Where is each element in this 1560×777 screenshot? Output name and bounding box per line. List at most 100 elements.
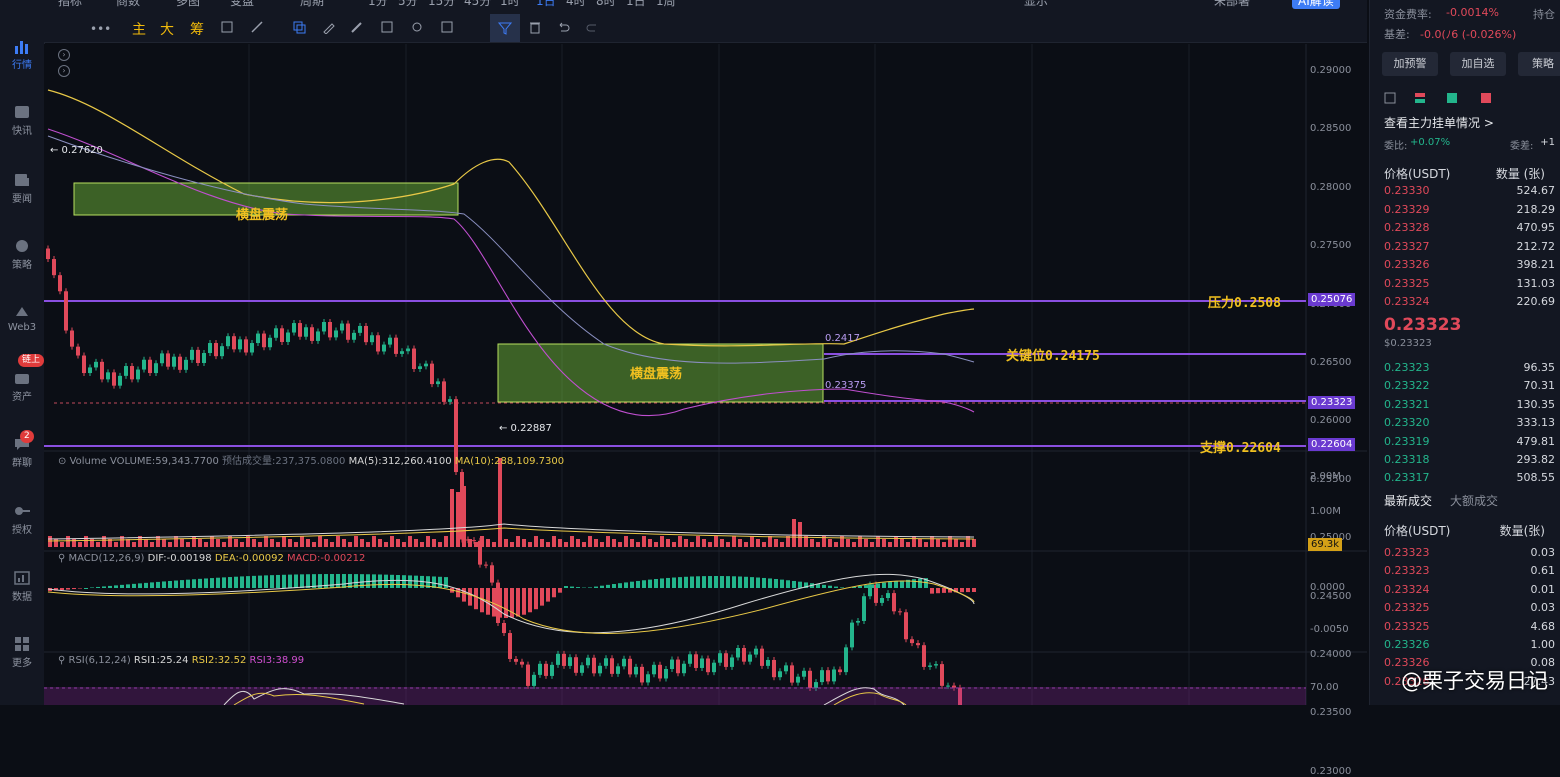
volume-toggle-icon[interactable]: ⊙	[58, 456, 66, 467]
funding-value: -0.0014%	[1446, 6, 1499, 19]
collapse-icon[interactable]: ›	[58, 49, 70, 61]
depth-asks-icon[interactable]	[1480, 92, 1492, 104]
volume-bar	[786, 536, 790, 547]
volume-bar	[882, 539, 886, 547]
toolbar-1m[interactable]: 1分	[368, 0, 388, 9]
save-icon[interactable]	[440, 20, 454, 34]
toolbar-template[interactable]: 变盘	[230, 0, 254, 9]
trades-col-qty[interactable]: 数量(张)	[1500, 522, 1545, 539]
add-watchlist-button[interactable]: 加自选	[1450, 52, 1506, 76]
more-icon[interactable]: •••	[90, 22, 104, 36]
toolbar-undeployed[interactable]: 未部署	[1214, 0, 1250, 9]
rsi-bell-icon[interactable]: ⚲	[58, 655, 65, 666]
ruler-icon[interactable]	[250, 20, 264, 34]
settings-icon[interactable]	[410, 20, 424, 34]
chart-area[interactable]: 0.290000.285000.280000.275000.270000.265…	[44, 44, 1367, 705]
edit-icon[interactable]	[380, 20, 394, 34]
toolbar-multichart[interactable]: 多图	[176, 0, 200, 9]
bid-qty: 96.35	[1524, 361, 1556, 374]
candle-body	[88, 367, 92, 373]
sidebar-item-flash[interactable]: 快讯	[0, 104, 44, 137]
trade-price: 0.23323	[1384, 546, 1430, 559]
ai-interpret-button[interactable]: AI解读	[1292, 0, 1340, 9]
volume-bar	[216, 539, 220, 547]
toolbar-45m[interactable]: 45分	[464, 0, 491, 9]
volume-bar	[810, 539, 814, 547]
brush-icon[interactable]	[350, 20, 364, 34]
sync-icon[interactable]	[220, 20, 234, 34]
volume-bar	[798, 522, 802, 547]
depth-both-icon[interactable]	[1384, 92, 1396, 104]
toolbar-display[interactable]: 显示	[1024, 0, 1048, 9]
toolbar-1day[interactable]: 1日	[626, 0, 646, 9]
col-qty-label[interactable]: 数量 (张)	[1496, 165, 1545, 182]
macd-bar	[384, 575, 388, 588]
tab-big-trades[interactable]: 大额成交	[1450, 492, 1498, 509]
main-orders-link[interactable]: 查看主力挂单情况 >	[1384, 114, 1557, 132]
volume-bar	[948, 536, 952, 547]
sidebar-item-more[interactable]: 更多	[0, 636, 44, 669]
toolbar-params[interactable]: 商数	[116, 0, 140, 9]
sidebar-item-data[interactable]: 数据	[0, 570, 44, 603]
toolbar-chip-indicator[interactable]: 筹	[190, 19, 204, 39]
redo-icon[interactable]	[586, 20, 600, 34]
macd-bell-icon[interactable]: ⚲	[58, 553, 65, 564]
macd-bar	[462, 588, 466, 602]
middle-band	[48, 136, 974, 363]
sidebar-item-authorize[interactable]: 授权	[0, 503, 44, 536]
toolbar-1h[interactable]: 1时	[500, 0, 520, 9]
toolbar-period[interactable]: 周期	[300, 0, 324, 9]
expand-icon[interactable]: ›	[58, 65, 70, 77]
toolbar-8h[interactable]: 8时	[596, 0, 616, 9]
filter-button[interactable]	[490, 14, 520, 42]
depth-split-icon[interactable]	[1414, 92, 1426, 104]
toolbar-1d-active[interactable]: 1日	[536, 0, 556, 9]
depth-bids-icon[interactable]	[1446, 92, 1458, 104]
volume-value: VOLUME:59,343.7700	[110, 456, 219, 467]
toolbar-4h[interactable]: 4时	[566, 0, 586, 9]
undo-icon[interactable]	[556, 20, 570, 34]
pen-icon[interactable]	[322, 20, 336, 34]
sidebar-item-strategy[interactable]: 策略	[0, 238, 44, 271]
tab-latest-trades[interactable]: 最新成交	[1384, 492, 1432, 509]
kline-chart[interactable]	[44, 44, 1367, 705]
toolbar-main-indicator[interactable]: 主	[132, 19, 146, 39]
sidebar-item-market[interactable]: 行情	[0, 38, 44, 71]
toolbar-5m[interactable]: 5分	[398, 0, 418, 9]
macd-bar	[498, 588, 502, 618]
strategy-button[interactable]: 策略	[1518, 52, 1560, 76]
trash-icon[interactable]	[528, 20, 542, 34]
add-alert-button[interactable]: 加预警	[1382, 52, 1438, 76]
toolbar-big-indicator[interactable]: 大	[160, 19, 174, 39]
toolbar-1w[interactable]: 1周	[656, 0, 676, 9]
toolbar-indicators[interactable]: 指标	[58, 0, 82, 9]
macd-bar	[918, 579, 922, 588]
layers-icon[interactable]	[292, 20, 306, 34]
sidebar-item-news[interactable]: 要闻	[0, 172, 44, 205]
sidebar-item-web3[interactable]: Web3	[0, 304, 44, 333]
toolbar-15m[interactable]: 15分	[428, 0, 455, 9]
macd-bar	[696, 576, 700, 588]
candle-body	[772, 660, 776, 677]
sidebar-item-assets[interactable]: 资产	[0, 370, 44, 403]
